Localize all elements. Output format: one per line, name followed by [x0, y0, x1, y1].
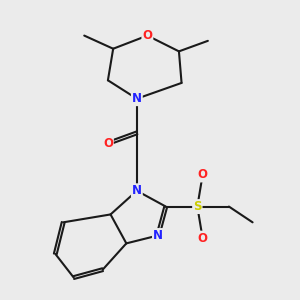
Text: O: O	[142, 29, 152, 42]
Text: N: N	[132, 92, 142, 105]
Text: O: O	[198, 169, 208, 182]
Text: N: N	[153, 229, 163, 242]
Text: O: O	[198, 232, 208, 244]
Text: O: O	[103, 137, 113, 150]
Text: N: N	[132, 184, 142, 197]
Text: S: S	[193, 200, 202, 213]
